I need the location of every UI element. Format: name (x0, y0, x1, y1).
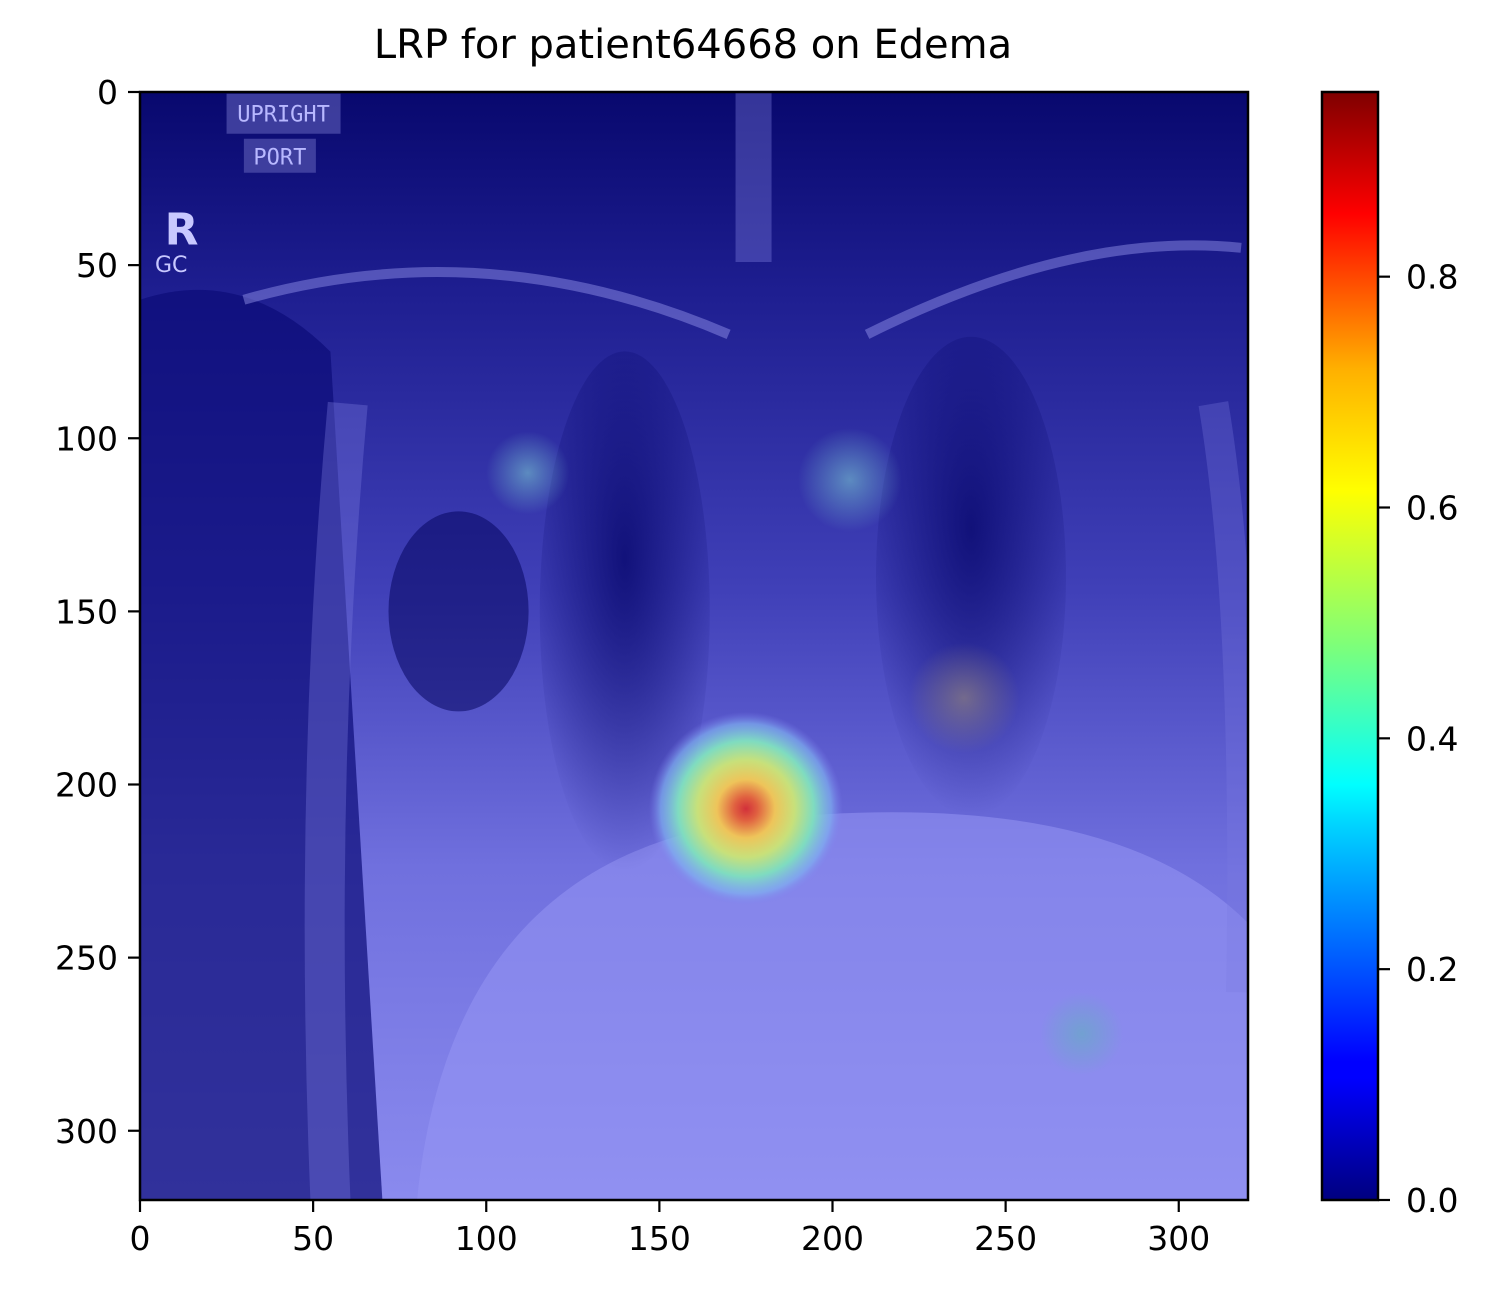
spine (735, 92, 772, 262)
colorbar-tick-label: 0.6 (1406, 489, 1458, 528)
x-tick-label: 250 (974, 1219, 1037, 1258)
y-tick-label: 250 (55, 939, 118, 978)
x-tick-label: 100 (455, 1219, 518, 1258)
heat-hotspot (648, 711, 843, 906)
upright-marker-box (226, 93, 341, 134)
gc-marker: GC (155, 253, 187, 278)
port-marker-box (243, 138, 316, 173)
shoulder-shadow-left (388, 511, 529, 712)
y-tick-label: 200 (55, 766, 118, 805)
x-tick-label: 300 (1147, 1219, 1210, 1258)
humerus-left (1198, 401, 1248, 993)
x-tick-label: 50 (292, 1219, 334, 1258)
clavicle-left (864, 240, 1242, 339)
y-tick-label: 150 (55, 592, 118, 631)
colorbar (1320, 90, 1380, 1202)
port-marker: PORT (253, 146, 306, 171)
r-marker: R (165, 204, 199, 255)
plot-frame (138, 90, 1250, 1202)
heat-hotspot (797, 427, 902, 532)
x-tick-label: 0 (130, 1219, 151, 1258)
left-edge-shadow (140, 289, 383, 1200)
chart-title: LRP for patient64668 on Edema (373, 22, 1013, 68)
colorbar-tick-label: 0.4 (1406, 719, 1458, 758)
y-tick-label: 0 (97, 73, 118, 112)
heat-hotspot (1040, 992, 1124, 1076)
abdomen-region (417, 812, 1248, 1200)
colorbar-tick-label: 0.8 (1406, 258, 1458, 297)
heat-hotspot (486, 431, 570, 515)
y-tick-label: 100 (55, 419, 118, 458)
colorbar-tick-label: 0.2 (1406, 950, 1458, 989)
y-tick-label: 300 (55, 1112, 118, 1151)
x-tick-label: 200 (801, 1219, 864, 1258)
colorbar-tick-label: 0.0 (1406, 1181, 1458, 1220)
x-tick-label: 150 (628, 1219, 691, 1258)
clavicle-right (242, 267, 731, 339)
right-lung (539, 351, 710, 872)
y-tick-label: 50 (76, 246, 118, 285)
heat-hotspot (908, 642, 1020, 754)
humerus-right (304, 401, 368, 1200)
upright-marker: UPRIGHT (237, 103, 330, 128)
